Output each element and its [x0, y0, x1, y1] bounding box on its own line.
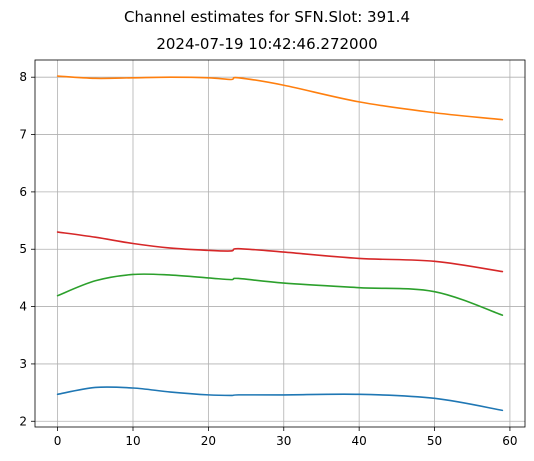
- series-line-4: [56, 231, 504, 273]
- y-tick-label: 2: [19, 414, 27, 428]
- series-line-2: [56, 75, 504, 121]
- series-line-1: [56, 386, 504, 412]
- x-tick-label: 60: [502, 434, 517, 448]
- y-tick-label: 8: [19, 70, 27, 84]
- series-lines: [56, 75, 504, 412]
- x-tick-label: 20: [201, 434, 216, 448]
- x-tick-label: 10: [125, 434, 140, 448]
- y-tick-label: 5: [19, 242, 27, 256]
- grid: [35, 60, 525, 427]
- axes-frame: [34, 59, 526, 428]
- plot-frame: [34, 59, 526, 428]
- y-tick-label: 7: [19, 128, 27, 142]
- x-tick-label: 50: [427, 434, 442, 448]
- series-line-3: [56, 273, 504, 316]
- y-tick-label: 3: [19, 357, 27, 371]
- y-tick-label: 4: [19, 300, 27, 314]
- x-tick-label: 0: [54, 434, 62, 448]
- x-tick-label: 40: [352, 434, 367, 448]
- chart-subtitle: 2024-07-19 10:42:46.272000: [156, 35, 378, 53]
- tick-marks: [31, 76, 511, 431]
- x-tick-label: 30: [276, 434, 291, 448]
- chart-title: Channel estimates for SFN.Slot: 391.4: [124, 8, 410, 26]
- y-tick-label: 6: [19, 185, 27, 199]
